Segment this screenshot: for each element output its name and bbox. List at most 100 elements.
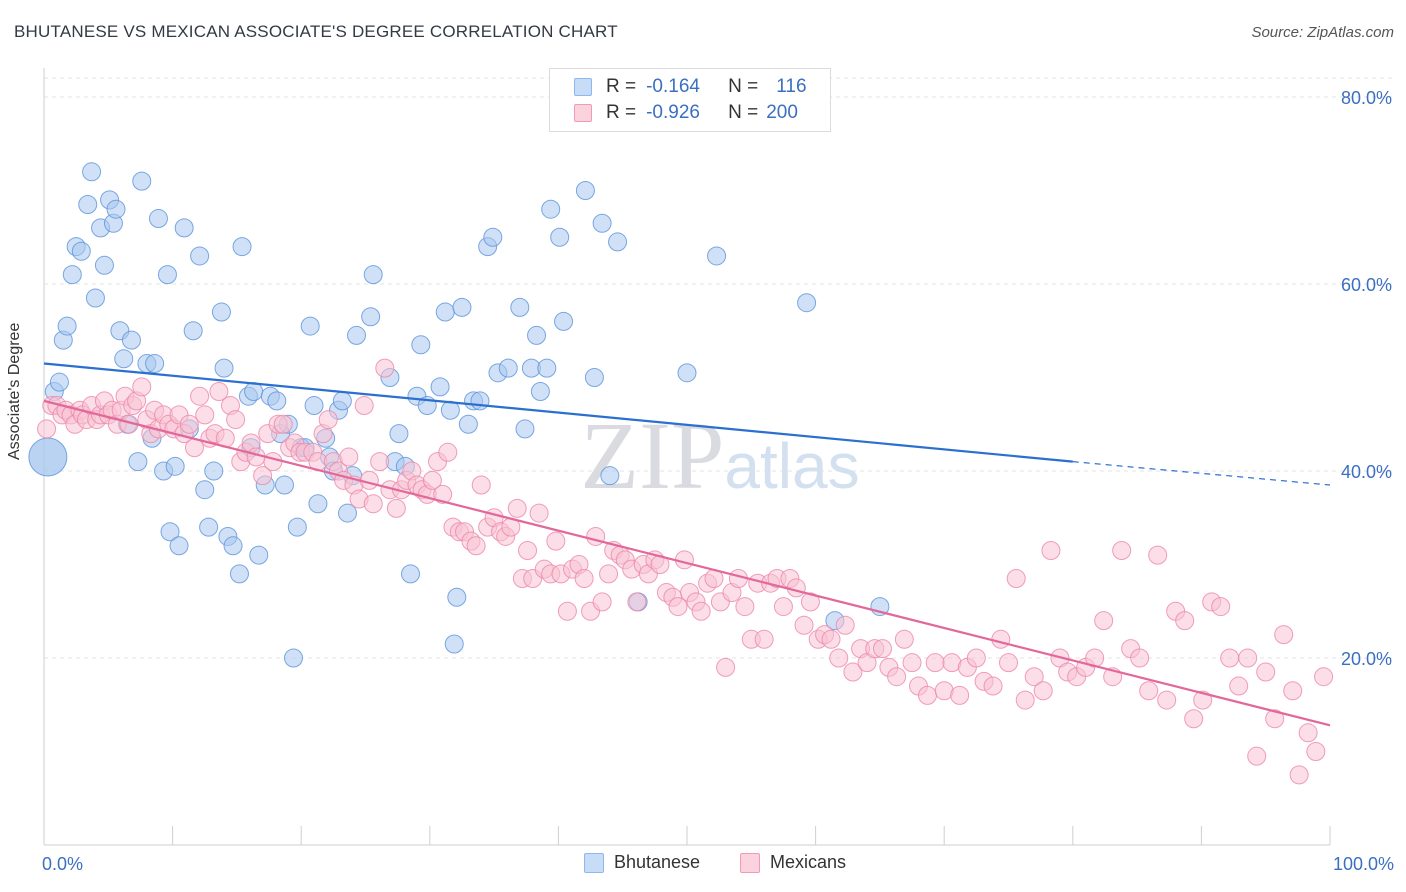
point-mexican [1256,662,1276,682]
point-mexican [894,629,914,649]
point-mexican [422,470,442,490]
point-bhutanese [57,316,77,336]
point-mexican [1274,625,1294,645]
bottom-swatch-bhutanese [584,852,604,873]
point-mexican [226,410,246,430]
point-mexican [821,629,841,649]
point-bhutanese [361,307,381,327]
point-mexican [1024,667,1044,687]
point-bhutanese [49,372,69,392]
point-mexican [546,531,566,551]
point-bhutanese [435,302,455,322]
point-bhutanese [411,335,431,355]
point-bhutanese [183,321,203,341]
trend-line-bhutanese [43,362,1073,463]
point-mexican [800,592,820,612]
point-mexican [716,657,736,677]
y-tick-label: 80.0% [1341,88,1392,108]
watermark-zip: ZIP [580,402,724,509]
point-mexican [574,569,594,589]
point-bhutanese [452,297,472,317]
point-bhutanese [300,316,320,336]
point-bhutanese [458,414,478,434]
point-bhutanese [267,391,287,411]
point-bhutanese [530,382,550,402]
point-mexican [983,676,1003,696]
point-mexican [991,629,1011,649]
point-bhutanese [584,368,604,387]
point-mexican [829,648,849,668]
point-mexican [1211,597,1231,617]
point-mexican [668,597,688,617]
point-bhutanese [510,297,530,317]
point-mexican [1306,742,1326,761]
point-mexican [950,685,970,705]
point-bhutanese [498,358,518,378]
trend-lines [43,362,1331,727]
point-mexican [273,414,293,434]
point-mexican [735,597,755,617]
point-bhutanese [287,517,307,537]
point-bhutanese [195,480,215,500]
point-mexican [1041,540,1061,560]
point-mexican [195,405,215,425]
point-mexican [466,536,486,556]
point-bhutanese [363,265,383,285]
point-bhutanese [274,475,294,495]
point-mexican [902,653,922,673]
point-mexican [1283,681,1303,701]
point-mexican [599,564,619,584]
point-mexican [1015,690,1035,710]
point-bhutanese [157,265,177,285]
point-mexican [925,653,945,673]
point-mexican [1184,709,1204,729]
point-bhutanese [145,353,165,373]
legend-r-label: R = [606,102,637,123]
series-mexicans [37,358,1334,785]
point-mexican [1193,690,1213,710]
point-bhutanese [94,255,114,275]
x-tick-label: 0.0% [42,854,83,874]
point-mexican [794,615,814,635]
point-mexican [318,410,338,430]
point-mexican [132,377,152,397]
point-bhutanese [165,456,185,476]
point-mexican [529,503,549,523]
point-mexican [966,648,986,668]
point-mexican [1289,765,1309,785]
point-bhutanese [62,265,82,285]
point-bhutanese [128,452,148,472]
point-mexican [253,466,273,486]
point-mexican [835,615,855,635]
point-mexican [339,447,359,467]
point-bhutanese [28,437,68,477]
point-bhutanese [444,634,464,654]
bottom-legend-mexicans: Mexicans [740,852,846,873]
legend-swatch-mexicans [574,104,592,122]
point-mexican [1298,723,1318,743]
point-mexican [37,419,57,439]
watermark-atlas: atlas [724,430,859,502]
point-mexican [786,578,806,598]
point-bhutanese [223,536,243,556]
point-bhutanese [249,545,269,565]
point-bhutanese [106,199,126,219]
legend-r-label: R = [606,76,637,97]
point-mexican [1033,681,1053,701]
point-bhutanese [132,171,152,191]
point-bhutanese [483,227,503,247]
point-bhutanese [346,325,366,345]
point-bhutanese [430,377,450,397]
bottom-swatch-mexicans [740,852,760,873]
point-bhutanese [332,391,352,411]
point-mexican [843,662,863,682]
point-mexican [557,601,577,621]
point-mexican [370,452,390,472]
point-bhutanese [71,241,91,261]
point-bhutanese [190,246,210,266]
point-bhutanese [304,396,324,416]
y-tick-label: 40.0% [1341,462,1392,482]
point-mexican [773,597,793,617]
legend-n-label: N = [728,76,759,97]
